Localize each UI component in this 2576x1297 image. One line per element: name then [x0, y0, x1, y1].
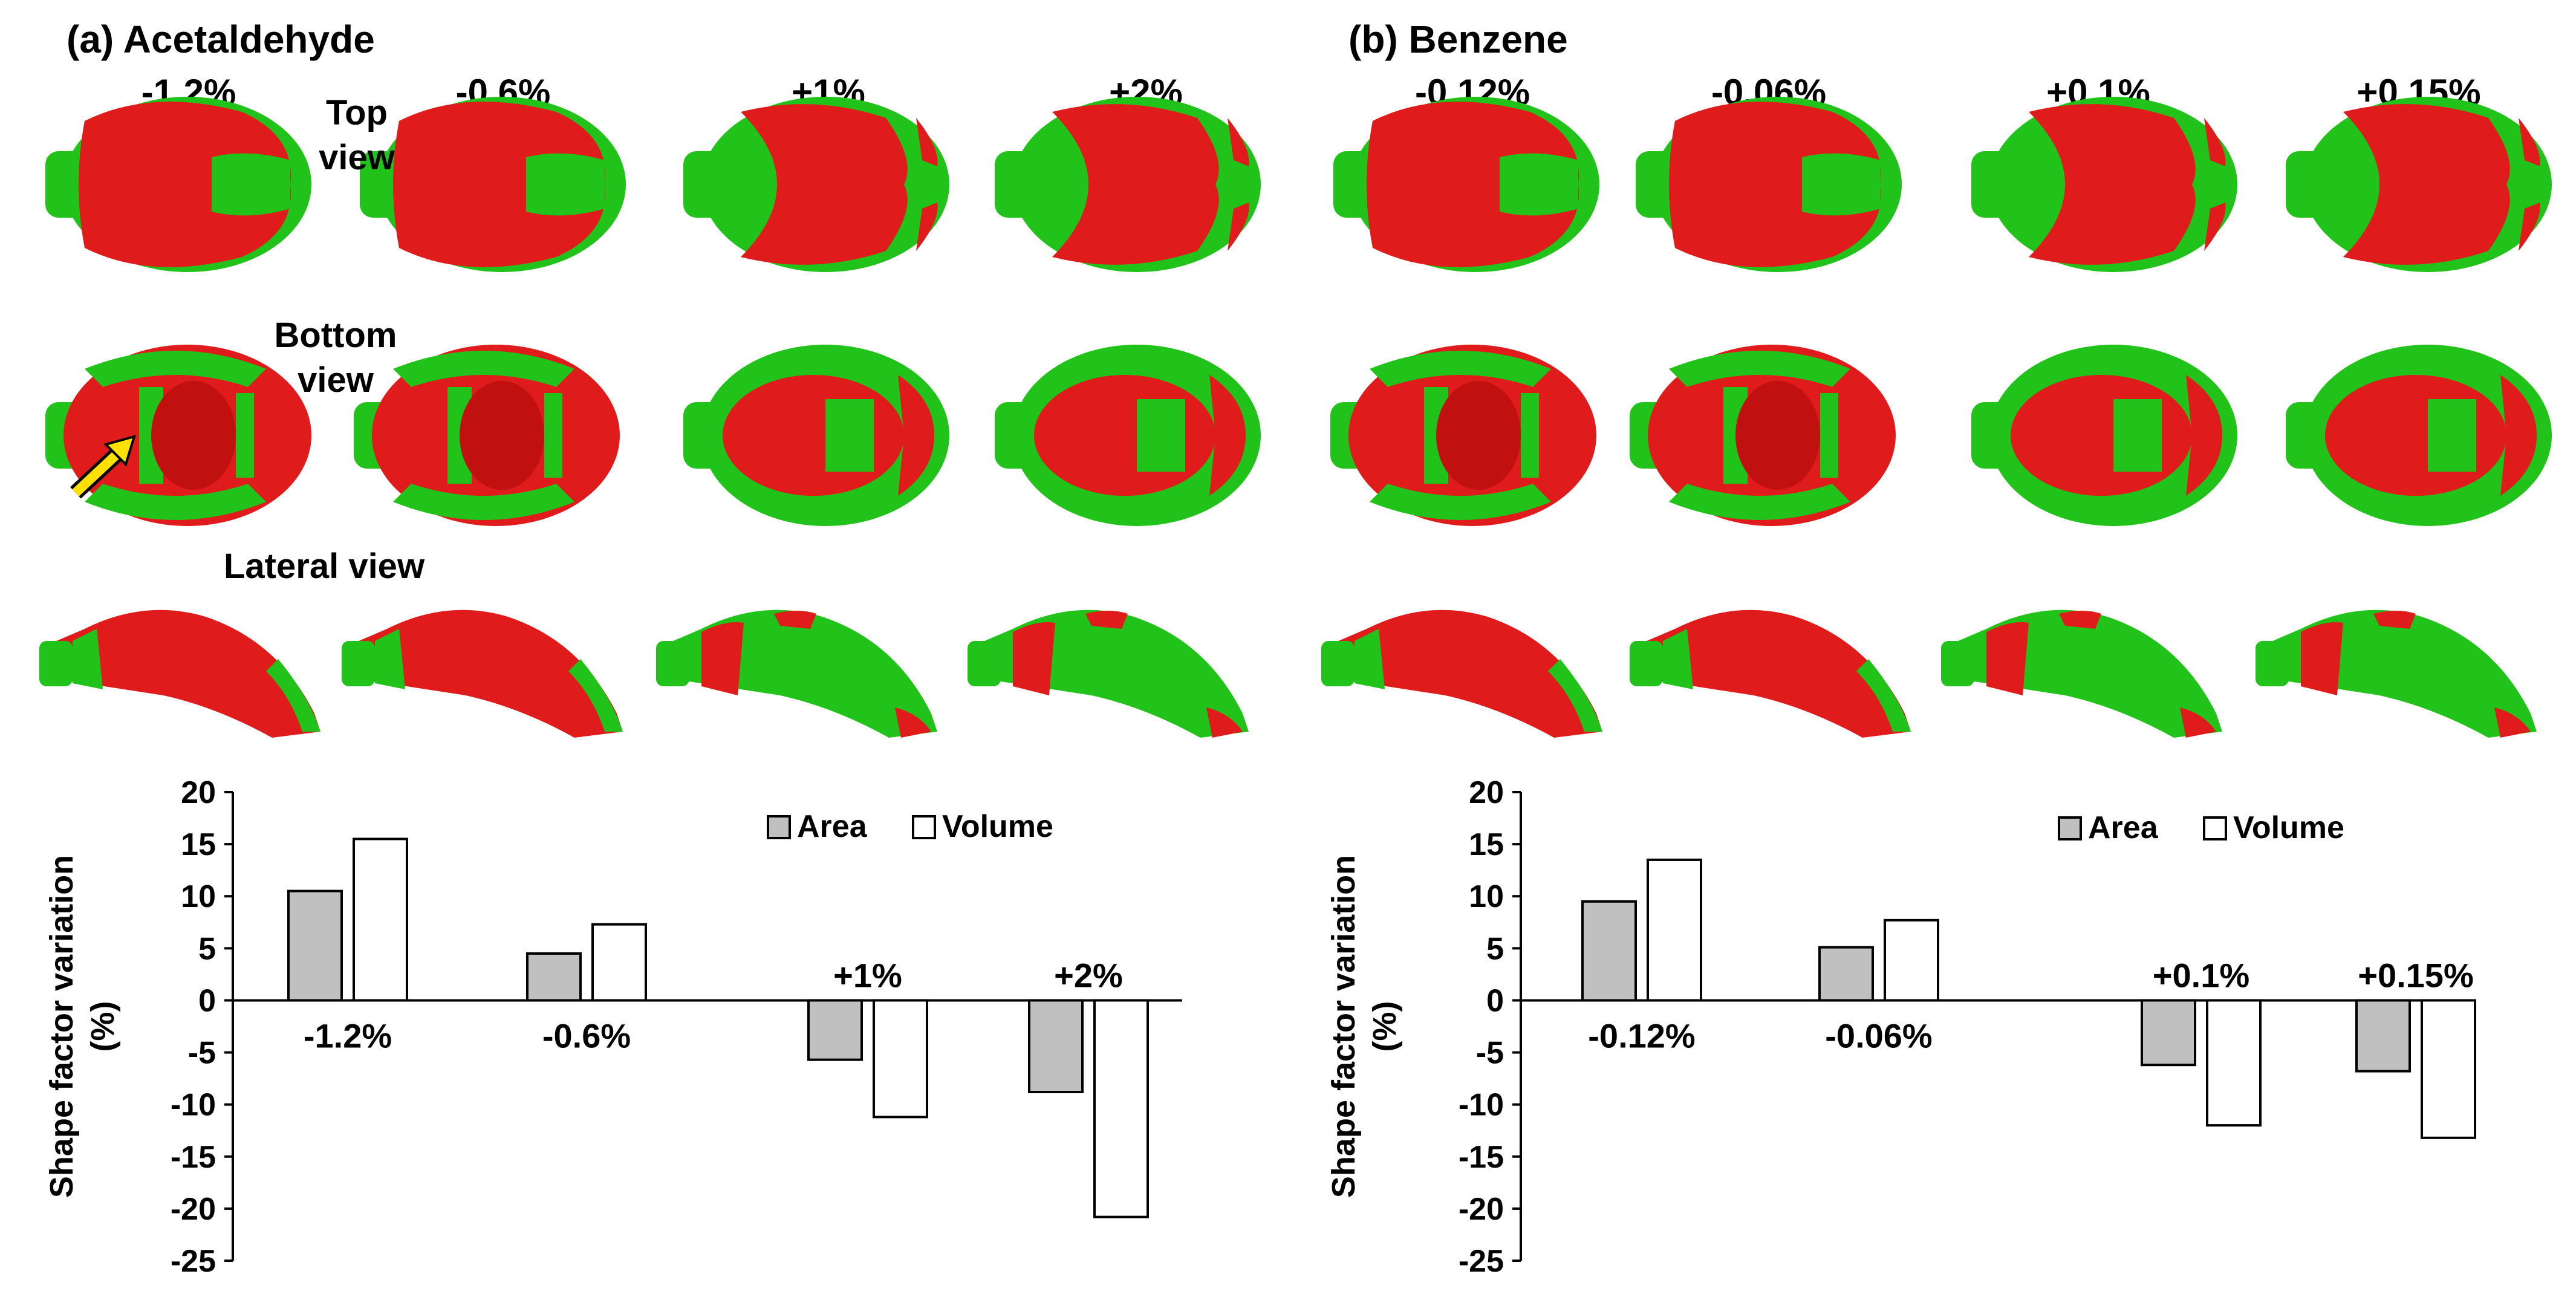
legend-label: Area: [797, 809, 868, 844]
y-tick-label: -5: [1476, 1036, 1504, 1071]
legend-label: Volume: [2233, 810, 2344, 845]
y-tick-label: 0: [198, 983, 216, 1018]
y-tick-label: -25: [171, 1244, 216, 1279]
y-tick-label: 5: [1486, 931, 1504, 966]
bar-chart-a: 20 15 10 5 0 -5 -10 -15 -20 -25 Shape factor varia…: [44, 775, 1182, 1279]
volume-bar: [1647, 858, 1702, 1002]
y-tick-label: -20: [1459, 1192, 1504, 1227]
y-tick-label: 5: [198, 931, 216, 966]
y-axis-label-line: Shape factor variation: [1325, 855, 1362, 1198]
y-tick-label: -10: [1459, 1088, 1504, 1123]
volume-bar: [2206, 999, 2262, 1127]
volume-bar: [1884, 918, 1939, 1002]
y-tick-label: -20: [171, 1192, 216, 1227]
top-view-label: Top view: [319, 93, 395, 177]
volume-bar: [1093, 999, 1149, 1218]
category-label: -0.12%: [1588, 1016, 1695, 1055]
y-tick-label: 15: [1469, 827, 1504, 862]
category-label: +0.15%: [2358, 956, 2474, 994]
y-tick-label: -25: [1459, 1244, 1504, 1279]
panel-benzene: (b) Benzene -0.12% -0.06% +0.1% +0.15% 2…: [1288, 0, 2576, 1297]
y-tick-label: 10: [1469, 879, 1504, 914]
y-tick-label: -10: [171, 1088, 216, 1123]
area-bar: [1818, 946, 1874, 1002]
bottom-view-label: Bottom view: [274, 316, 397, 400]
category-label: -1.2%: [304, 1016, 392, 1055]
legend-swatch: [767, 815, 791, 839]
legend-swatch: [2058, 816, 2082, 840]
area-bar: [1581, 900, 1637, 1002]
volume-bar: [2421, 999, 2476, 1139]
y-axis-label-line: Shape factor variation: [44, 855, 80, 1198]
area-bar: [2355, 999, 2411, 1073]
y-tick-label: -15: [1459, 1140, 1504, 1175]
legend-swatch: [2203, 816, 2227, 840]
bar-chart-b: 20 15 10 5 0 -5 -10 -15 -20 -25 Shape factor varia…: [1325, 775, 2476, 1279]
panel-title: (a) Acetaldehyde: [67, 18, 375, 61]
lateral-view-label: Lateral view: [224, 547, 425, 586]
heart-models-a: [39, 97, 1261, 738]
y-tick-label: 15: [181, 827, 216, 862]
y-tick-label: 20: [181, 775, 216, 810]
panel-title: (b) Benzene: [1348, 18, 1568, 61]
yellow-arrow-icon: [70, 435, 136, 499]
area-bar: [2141, 999, 2196, 1067]
volume-bar: [873, 999, 928, 1119]
y-tick-label: -15: [171, 1140, 216, 1175]
y-tick-label: 0: [1486, 983, 1504, 1018]
area-bar: [1028, 999, 1084, 1094]
area-bar: [807, 999, 863, 1061]
legend-label: Volume: [942, 809, 1053, 844]
y-axis-label: Shape factor variation (%): [1325, 855, 1403, 1198]
category-label: +0.1%: [2153, 956, 2249, 994]
category-label: -0.06%: [1825, 1016, 1932, 1055]
area-bar: [526, 952, 582, 1002]
category-label: +2%: [1054, 956, 1123, 994]
heart-models-b: [1321, 97, 2552, 738]
legend-swatch: [912, 815, 936, 839]
y-axis-label-line: (%): [1367, 1001, 1403, 1052]
category-label: +1%: [833, 956, 902, 994]
y-tick-label: 10: [181, 879, 216, 914]
category-label: -0.6%: [542, 1016, 631, 1055]
area-bar: [287, 889, 343, 1002]
y-axis-label: Shape factor variation (%): [44, 855, 121, 1198]
y-tick-label: -5: [188, 1036, 216, 1071]
y-tick-label: 20: [1469, 775, 1504, 810]
legend-label: Area: [2088, 810, 2159, 845]
y-axis-label-line: (%): [85, 1001, 121, 1052]
panel-acetaldehyde: (a) Acetaldehyde -1.2% -0.6% +1% +2% Top…: [39, 18, 1261, 1279]
volume-bar: [353, 837, 408, 1002]
volume-bar: [591, 923, 647, 1002]
